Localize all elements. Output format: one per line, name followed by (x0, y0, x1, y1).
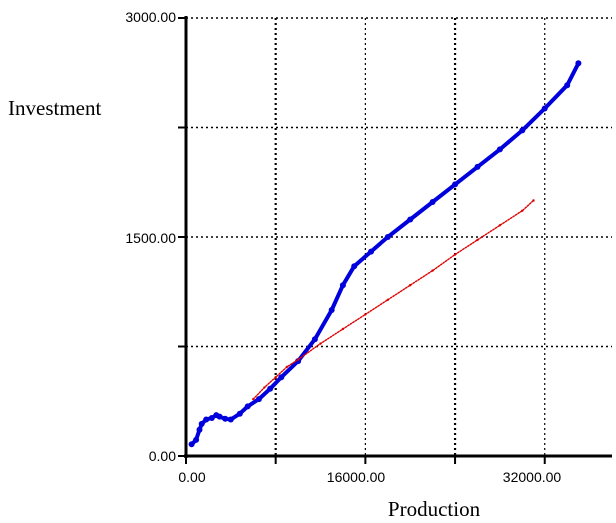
data-point (267, 385, 274, 392)
data-point (452, 181, 459, 188)
data-point (236, 410, 243, 417)
data-point (252, 397, 255, 401)
data-point (521, 209, 524, 212)
y-tick-label: 1500.00 (125, 230, 176, 246)
data-point (203, 416, 210, 423)
data-point (532, 199, 535, 202)
data-point (216, 413, 223, 420)
data-point (196, 426, 203, 433)
data-point (431, 269, 434, 272)
series-line (252, 199, 535, 400)
data-point (328, 307, 335, 313)
data-point (296, 358, 300, 361)
data-point (274, 376, 277, 379)
data-point (564, 82, 571, 89)
y-tick-label: 3000.00 (125, 9, 176, 25)
data-point (285, 365, 289, 369)
x-tick-label: 0.00 (178, 469, 205, 485)
data-point (453, 253, 457, 256)
data-point (474, 163, 481, 170)
data-point (295, 358, 302, 365)
data-point (222, 415, 229, 422)
data-point (341, 327, 345, 331)
data-point (519, 127, 526, 134)
data-point (575, 60, 582, 67)
data-point (351, 263, 358, 270)
x-tick-label: 16000.00 (327, 469, 386, 485)
data-point (407, 216, 414, 223)
data-point (278, 374, 285, 381)
data-point (386, 298, 389, 301)
y-tick-label: 0.00 (149, 448, 176, 464)
grid-lines (186, 17, 612, 456)
data-point (364, 313, 367, 316)
data-point (429, 199, 436, 205)
x-axis-title: Production (388, 497, 481, 521)
data-point (409, 284, 412, 287)
data-point (244, 403, 251, 410)
axes (178, 16, 612, 464)
data-point (227, 416, 234, 423)
data-point (476, 238, 479, 242)
series-line (189, 61, 581, 447)
data-point (193, 436, 200, 443)
series-layer (188, 60, 582, 448)
y-axis-title: Investment (8, 96, 101, 120)
data-point (384, 234, 391, 240)
data-point (368, 248, 374, 255)
data-point (496, 146, 503, 153)
data-point (541, 105, 548, 112)
data-point (339, 282, 346, 289)
data-point (188, 441, 195, 448)
data-point (311, 336, 318, 343)
data-point (198, 420, 205, 427)
data-point (255, 396, 262, 403)
data-point (208, 415, 215, 421)
data-point (498, 224, 502, 227)
x-tick-label: 32000.00 (503, 469, 562, 485)
data-point (319, 342, 322, 345)
data-point (263, 386, 266, 389)
